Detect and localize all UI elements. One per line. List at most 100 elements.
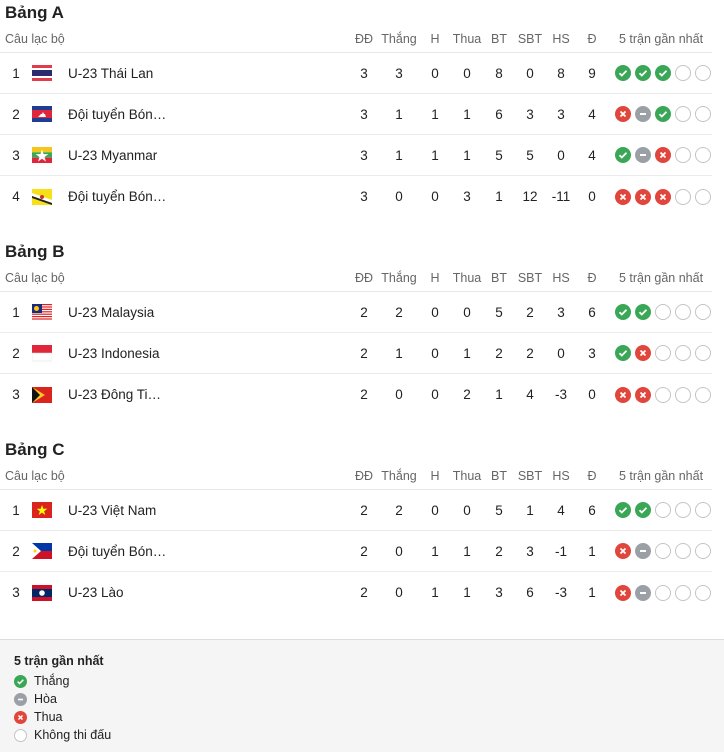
pts-value: 6: [588, 502, 596, 518]
team-name[interactable]: U-23 Myanmar: [68, 147, 158, 163]
loss-icon: [14, 710, 27, 724]
won-value: 1: [395, 147, 403, 163]
table-row[interactable]: 2 Đội tuyển Bón… 2 0 1 1 2 3 -1 1: [0, 531, 712, 572]
draw-icon: [635, 543, 651, 559]
legend-item: Hòa: [14, 690, 724, 708]
group-2: Bảng C Câu lạc bộ ĐĐ Thắng H Thua BT SBT HS Đ 5 tr…: [0, 437, 724, 613]
recent-form: [615, 502, 711, 518]
loss-icon: [615, 188, 631, 205]
team-name[interactable]: Đội tuyển Bón…: [68, 106, 167, 122]
table-row[interactable]: 3 U-23 Lào 2 0 1 1 3 6 -3 1: [0, 572, 712, 613]
not-played-icon: [655, 584, 671, 601]
not-played-icon: [695, 502, 711, 518]
team-name[interactable]: Đội tuyển Bón…: [68, 543, 167, 559]
group-0: Bảng A Câu lạc bộ ĐĐ Thắng H Thua BT SBT HS Đ 5 tr…: [0, 0, 724, 217]
draw-icon: [635, 584, 651, 601]
recent-form: [615, 304, 711, 320]
header-gf: BT: [491, 469, 507, 483]
header-club: Câu lạc bộ: [5, 32, 65, 46]
win-icon: [615, 502, 631, 518]
won-value: 1: [395, 106, 403, 122]
won-value: 0: [395, 543, 403, 559]
won-value: 0: [395, 387, 403, 402]
table-row[interactable]: 3 U-23 Myanmar 3 1 1 1 5 5 0 4: [0, 135, 712, 176]
win-icon: [635, 304, 651, 320]
team-name[interactable]: U-23 Indonesia: [68, 345, 160, 361]
gf-value: 2: [495, 543, 503, 559]
drawn-value: 0: [431, 304, 439, 320]
ga-value: 2: [526, 345, 534, 361]
team-name[interactable]: U-23 Malaysia: [68, 304, 155, 320]
philippines-flag-icon: [32, 543, 52, 559]
rank: 3: [12, 387, 20, 402]
ga-value: 2: [526, 304, 534, 320]
timor-leste-flag-icon: [32, 386, 52, 403]
header-lost: Thua: [452, 32, 482, 46]
loss-icon: [635, 188, 651, 205]
played-value: 3: [360, 106, 368, 122]
drawn-value: 0: [431, 502, 439, 518]
gd-value: -11: [551, 189, 571, 204]
not-played-icon: [655, 345, 671, 361]
loss-icon: [615, 106, 631, 122]
won-value: 0: [395, 585, 403, 600]
header-gd: HS: [552, 469, 570, 483]
pts-value: 0: [588, 387, 596, 402]
loss-icon: [615, 584, 631, 601]
header-pts: Đ: [587, 469, 597, 483]
indonesia-flag-icon: [32, 345, 52, 362]
team-name[interactable]: U-23 Việt Nam: [68, 502, 157, 518]
draw-icon: [635, 106, 651, 122]
table-row[interactable]: 1 U-23 Việt Nam 2 2 0 0 5 1 4 6: [0, 490, 712, 531]
table-row[interactable]: 1 U-23 Thái Lan 3 3 0 0 8 0 8 9: [0, 53, 712, 94]
not-played-icon: [675, 543, 691, 559]
lost-value: 2: [463, 387, 471, 402]
team-name[interactable]: U-23 Thái Lan: [68, 65, 154, 81]
drawn-value: 0: [431, 189, 439, 204]
header-played: ĐĐ: [354, 469, 374, 483]
played-value: 2: [360, 304, 368, 320]
not-played-icon: [695, 147, 711, 163]
not-played-icon: [655, 502, 671, 518]
table-row[interactable]: 2 Đội tuyển Bón… 3 1 1 1 6 3 3 4: [0, 94, 712, 135]
not-played-icon: [675, 345, 691, 361]
draw-icon: [635, 147, 651, 163]
not-played-icon: [675, 584, 691, 601]
gf-value: 3: [495, 585, 503, 600]
gd-value: 8: [557, 65, 565, 81]
legend-label: Thắng: [34, 674, 70, 688]
won-value: 2: [395, 502, 403, 518]
win-icon: [655, 106, 671, 122]
table-row[interactable]: 3 U-23 Đông Ti… 2 0 0 2 1 4 -3 0: [0, 374, 712, 415]
legend-label: Thua: [34, 710, 63, 724]
drawn-value: 1: [431, 585, 439, 600]
loss-icon: [655, 147, 671, 163]
standings: Bảng A Câu lạc bộ ĐĐ Thắng H Thua BT SBT HS Đ 5 tr…: [0, 0, 724, 613]
gd-value: 0: [557, 147, 565, 163]
header-club: Câu lạc bộ: [5, 469, 65, 483]
not-played-icon: [655, 304, 671, 320]
table-row[interactable]: 1 U-23 Malaysia 2 2 0 0 5 2 3 6: [0, 292, 712, 333]
played-value: 3: [360, 65, 368, 81]
gd-value: 3: [557, 106, 565, 122]
win-icon: [635, 502, 651, 518]
header-drawn: H: [430, 32, 440, 46]
header-ga: SBT: [517, 469, 543, 483]
ga-value: 0: [526, 65, 534, 81]
gd-value: -1: [554, 543, 568, 559]
header-pts: Đ: [587, 32, 597, 46]
ga-value: 1: [526, 502, 534, 518]
header-club: Câu lạc bộ: [5, 271, 65, 285]
rank: 4: [12, 189, 20, 204]
table-row[interactable]: 2 U-23 Indonesia 2 1 0 1 2 2 0 3: [0, 333, 712, 374]
pts-value: 6: [588, 304, 596, 320]
team-name[interactable]: U-23 Lào: [68, 585, 124, 600]
team-name[interactable]: U-23 Đông Ti…: [68, 387, 162, 402]
pts-value: 0: [588, 189, 596, 204]
team-name[interactable]: Đội tuyển Bón…: [68, 189, 167, 204]
table-row[interactable]: 4 Đội tuyển Bón… 3 0 0 3 1 12 -11 0: [0, 176, 712, 217]
cambodia-flag-icon: [32, 106, 52, 122]
gf-value: 6: [495, 106, 503, 122]
form-legend: 5 trận gần nhất Thắng Hòa Thua Không thi đấ…: [0, 639, 724, 752]
recent-form: [615, 543, 711, 559]
